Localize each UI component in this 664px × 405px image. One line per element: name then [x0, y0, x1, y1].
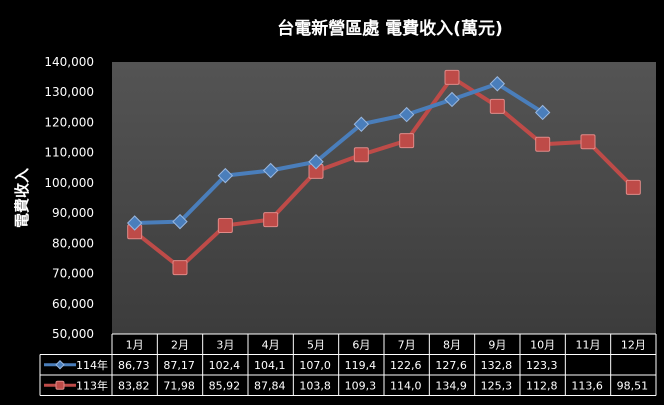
data-point — [262, 162, 279, 179]
x-tick-label: 5月 — [307, 338, 325, 351]
y-tick-label: 80,000 — [52, 236, 94, 250]
table-cell: 125,3 — [481, 379, 512, 392]
data-point — [534, 104, 551, 121]
table-cell: 86,73 — [118, 359, 150, 372]
table-cell: 119,4 — [345, 359, 377, 372]
y-tick-label: 60,000 — [52, 297, 94, 311]
table-cell: 127,6 — [435, 359, 467, 372]
data-point — [353, 116, 370, 132]
legend-label: 114年 — [76, 358, 108, 372]
x-tick-label: 9月 — [488, 338, 506, 351]
data-point — [444, 69, 460, 85]
legend-marker — [55, 380, 65, 390]
data-point — [217, 217, 233, 233]
y-tick-label: 100,000 — [44, 176, 94, 190]
x-tick-label: 12月 — [621, 338, 646, 351]
y-tick-label: 130,000 — [44, 85, 94, 99]
y-tick-label: 120,000 — [44, 115, 94, 129]
table-cell: 104,1 — [254, 359, 286, 372]
y-tick-label: 50,000 — [52, 327, 94, 341]
data-point — [172, 213, 188, 230]
table-cell: 83,82 — [118, 379, 150, 392]
y-tick-label: 70,000 — [52, 267, 94, 281]
y-tick-label: 110,000 — [44, 146, 94, 160]
data-point — [172, 260, 188, 276]
x-tick-label: 2月 — [171, 338, 189, 351]
table-cell: 123,3 — [526, 359, 558, 372]
y-tick-label: 140,000 — [44, 55, 94, 69]
table-cell: 134,9 — [435, 379, 467, 392]
y-tick-label: 90,000 — [52, 206, 94, 220]
table-cell: 109,3 — [345, 379, 377, 392]
x-tick-label: 4月 — [262, 338, 280, 351]
series-layer — [126, 69, 641, 276]
series-line — [133, 75, 635, 270]
data-point — [580, 134, 596, 150]
table-cell: 71,98 — [163, 379, 195, 392]
data-point — [489, 76, 506, 92]
table-cell: 112,8 — [526, 379, 558, 392]
data-point — [217, 167, 234, 184]
data-point — [308, 154, 324, 170]
chart-title: 台電新營區處 電費收入(萬元) — [277, 18, 502, 39]
x-tick-label: 11月 — [576, 338, 601, 351]
data-point — [126, 215, 143, 231]
series-line — [134, 81, 544, 225]
table-cell: 103,8 — [299, 379, 331, 392]
x-tick-label: 3月 — [216, 338, 234, 351]
data-point — [489, 98, 505, 114]
table-cell: 98,51 — [617, 379, 649, 392]
x-tick-label: 6月 — [352, 338, 370, 351]
table-cell: 87,84 — [254, 379, 286, 392]
table-cell: 132,8 — [481, 359, 512, 372]
x-tick-label: 10月 — [530, 338, 555, 351]
table-cell: 87,17 — [163, 359, 195, 372]
data-table: 1月 2月 3月 4月 5月 6月 7月 8月 9月 10月 11月 12月 114年 86,73 87,1… — [39, 333, 657, 396]
data-point — [263, 212, 279, 228]
plot-area — [112, 62, 656, 334]
data-point — [399, 133, 415, 149]
data-point — [535, 136, 551, 152]
y-axis-label: 電費收入 — [13, 168, 31, 228]
table-cell: 85,92 — [209, 379, 241, 392]
legend-marker — [55, 360, 65, 370]
y-axis: 50,000 60,000 70,000 80,000 90,000 100,000 110… — [44, 55, 94, 341]
table-cell: 122,6 — [390, 359, 422, 372]
table-cell: 114,0 — [390, 379, 422, 392]
x-tick-label: 8月 — [443, 338, 461, 351]
table-cell: 113,6 — [571, 379, 603, 392]
table-cell: 107,0 — [299, 359, 331, 372]
legend-label: 113年 — [76, 378, 108, 392]
table-cell: 102,4 — [209, 359, 241, 372]
data-point — [625, 179, 641, 195]
data-point — [353, 147, 369, 163]
x-tick-label: 1月 — [126, 338, 144, 351]
data-point — [444, 91, 460, 108]
data-point — [398, 106, 415, 123]
x-tick-label: 7月 — [398, 338, 416, 351]
